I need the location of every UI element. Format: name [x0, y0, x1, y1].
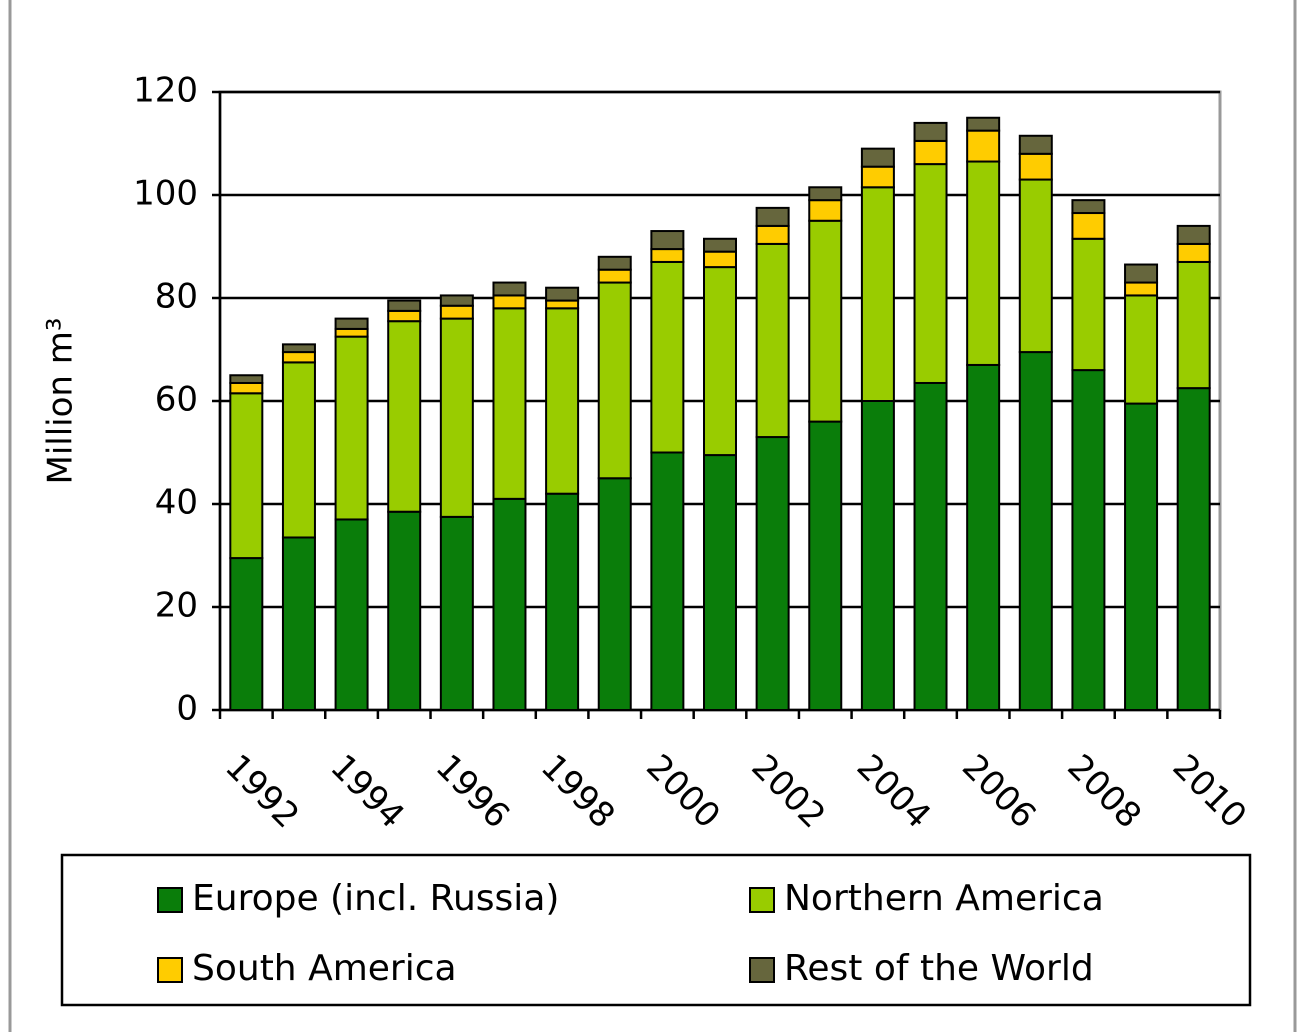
bar-segment: [1124, 402, 1159, 711]
legend-swatch: [749, 887, 775, 913]
bar-segment: [492, 281, 527, 297]
bar-segment: [1176, 242, 1211, 263]
bar-segment: [387, 299, 422, 312]
bar-segment: [755, 242, 790, 439]
bar-segment: [492, 294, 527, 310]
bar-segment: [913, 381, 948, 711]
bar-segment: [755, 206, 790, 227]
bar-segment: [229, 381, 264, 395]
y-tick-label: 100: [133, 174, 198, 214]
bar-segment: [387, 320, 422, 513]
y-tick-label: 20: [155, 586, 198, 626]
bar-segment: [703, 237, 737, 253]
y-axis-label: Million m³: [41, 317, 81, 484]
bar-segment: [439, 317, 474, 518]
bar-segment: [1124, 263, 1159, 284]
bar-segment: [439, 304, 474, 320]
bar-segment: [966, 363, 1001, 711]
bar-segment: [650, 230, 685, 251]
bar-segment: [703, 454, 737, 712]
bar-segment: [545, 299, 580, 310]
bar-segment: [281, 536, 316, 711]
bar-segment: [281, 361, 316, 539]
bar-segment: [1018, 134, 1053, 155]
bar-segment: [334, 518, 369, 712]
bar-segment: [966, 129, 1001, 163]
bar-segment: [755, 224, 790, 245]
bar-segment: [860, 186, 895, 402]
legend-swatch: [157, 887, 183, 913]
bar-segment: [913, 163, 948, 384]
bar-segment: [1176, 224, 1211, 245]
bar-segment: [808, 420, 843, 711]
bar-segment: [1124, 281, 1159, 297]
bar-segment: [1018, 351, 1053, 711]
bar-segment: [492, 307, 527, 500]
y-tick-label: 60: [155, 380, 198, 420]
bar-segment: [913, 139, 948, 166]
bar-segment: [650, 248, 685, 263]
bar-segment: [755, 436, 790, 711]
bar-segment: [229, 557, 264, 712]
legend: [60, 853, 1252, 1007]
bar-segment: [913, 121, 948, 142]
bar-segment: [1071, 212, 1106, 240]
bar-segment: [808, 186, 843, 202]
y-tick-label: 40: [155, 483, 198, 523]
y-tick-label: 120: [133, 71, 198, 111]
bar-segment: [281, 343, 316, 354]
bar-segment: [966, 116, 1001, 132]
bar-segment: [1018, 152, 1053, 181]
bar-segment: [492, 497, 527, 711]
bar-segment: [229, 374, 264, 384]
y-tick-label: 0: [176, 689, 198, 729]
bar-segment: [281, 351, 316, 364]
bar-segment: [1071, 237, 1106, 372]
bar-segment: [860, 165, 895, 189]
bar-segment: [966, 160, 1001, 366]
bar-segment: [1176, 387, 1211, 711]
bar-segment: [597, 281, 632, 480]
bar-segment: [860, 147, 895, 168]
bar-segment: [703, 250, 737, 269]
bar-segment: [1176, 260, 1211, 390]
legend-label: South America: [192, 948, 457, 989]
bar-segment: [597, 255, 632, 271]
legend-label: Europe (incl. Russia): [192, 878, 559, 919]
legend-swatch: [749, 957, 775, 983]
legend-label: Rest of the World: [784, 948, 1094, 989]
bar-segment: [387, 309, 422, 323]
bar-segment: [1071, 369, 1106, 711]
bar-segment: [387, 510, 422, 711]
bar-segment: [1071, 199, 1106, 215]
y-tick-label: 80: [155, 277, 198, 317]
bar-segment: [597, 268, 632, 284]
legend-label: Northern America: [784, 878, 1104, 919]
bar-segment: [334, 317, 369, 330]
legend-swatch: [157, 957, 183, 983]
bar-segment: [650, 260, 685, 454]
bar-segment: [808, 199, 843, 222]
bar-segment: [545, 492, 580, 712]
bar-segment: [703, 266, 737, 457]
bar-segment: [439, 515, 474, 711]
bar-segment: [545, 307, 580, 495]
bar-segment: [1018, 178, 1053, 354]
bar-segment: [650, 451, 685, 711]
bar-segment: [229, 392, 264, 560]
bar-segment: [334, 335, 369, 521]
bar-segment: [439, 294, 474, 307]
bar-segment: [597, 477, 632, 711]
bar-segment: [545, 286, 580, 302]
bar-segment: [1124, 294, 1159, 405]
bar-segment: [808, 219, 843, 423]
bar-segment: [860, 400, 895, 711]
bar-segment: [334, 327, 369, 338]
